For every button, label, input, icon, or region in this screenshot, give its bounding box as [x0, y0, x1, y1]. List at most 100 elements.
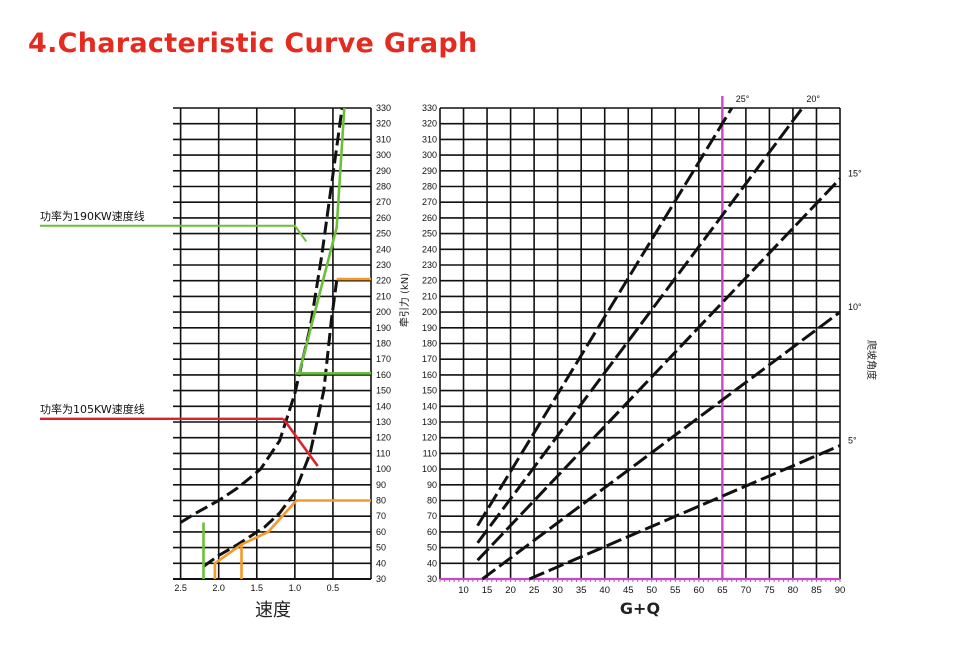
y-tick-label: 320: [376, 119, 391, 129]
marker-line-red: [282, 418, 319, 467]
y-tick-label: 300: [376, 150, 391, 160]
y-tick-label: 290: [422, 166, 437, 176]
x-tick-label: 60: [694, 585, 705, 596]
x-axis-title: 速度: [255, 600, 291, 621]
x-tick-label: 40: [599, 585, 610, 596]
y-tick-label: 260: [422, 213, 437, 223]
y-tick-label: 190: [376, 323, 391, 333]
grade-line: [528, 444, 841, 581]
y-tick-label: 270: [376, 197, 391, 207]
grade-line: [476, 177, 842, 562]
x-axis-title: G+Q: [620, 599, 660, 618]
traction-curve: [179, 107, 344, 524]
y-tick-label: 280: [376, 182, 391, 192]
y-tick-label: 90: [427, 480, 437, 490]
y-tick-label: 50: [427, 543, 437, 553]
y-tick-label: 200: [376, 307, 391, 317]
y-tick-label: 300: [422, 150, 437, 160]
power-annotation: 功率为105KW速度线: [40, 402, 145, 416]
y-tick-label: 240: [422, 244, 437, 254]
x-tick-label: 30: [552, 585, 563, 596]
y-tick-label: 140: [376, 401, 391, 411]
x-tick-label: 75: [764, 585, 775, 596]
annotation-leader-190kw: [40, 224, 308, 243]
y-tick-label: 180: [376, 339, 391, 349]
x-tick-label: 2.5: [174, 583, 187, 593]
y-axis-title: 爬坡角度: [865, 340, 878, 380]
series-label: 10°: [848, 302, 862, 312]
y-tick-label: 100: [376, 464, 391, 474]
load-traction-chart: 30 40 50 60 70 80 90 100 110 120 130 140 150 160 170 18…: [422, 94, 878, 618]
traction-curve: [202, 280, 339, 568]
series-label: 20°: [806, 94, 820, 104]
y-tick-label: 280: [422, 182, 437, 192]
x-tick-label: 2.0: [212, 583, 225, 593]
y-tick-label: 330: [376, 103, 391, 113]
y-tick-label: 80: [427, 496, 437, 506]
y-tick-label: 150: [422, 386, 437, 396]
x-tick-label: 80: [788, 585, 799, 596]
grade-line: [476, 107, 734, 527]
y-tick-label: 210: [376, 291, 391, 301]
y-tick-label: 70: [376, 511, 386, 521]
marker-line-green: [297, 107, 346, 376]
y-tick-label: 160: [422, 370, 437, 380]
grade-line: [476, 107, 804, 544]
y-tick-label: 50: [376, 543, 386, 553]
y-tick-label: 150: [376, 386, 391, 396]
y-tick-label: 110: [423, 448, 437, 458]
y-tick-label: 100: [422, 464, 437, 474]
y-tick-label: 90: [376, 480, 386, 490]
y-tick-label: 210: [422, 291, 437, 301]
y-tick-label: 170: [422, 354, 437, 364]
grade-line: [481, 310, 841, 581]
y-tick-label: 250: [376, 229, 391, 239]
y-tick-label: 290: [376, 166, 391, 176]
y-tick-label: 130: [376, 417, 391, 427]
x-tick-label: 70: [741, 585, 752, 596]
y-tick-label: 180: [422, 339, 437, 349]
y-tick-label: 200: [422, 307, 437, 317]
x-tick-label: 15: [482, 585, 493, 596]
x-tick-label: 50: [646, 585, 657, 596]
x-tick-label: 55: [670, 585, 681, 596]
page-title: 4.Characteristic Curve Graph: [28, 28, 478, 59]
y-tick-label: 160: [376, 370, 391, 380]
y-axis-title: 牵引力 (kN): [398, 273, 411, 327]
x-tick-label: 0.5: [327, 583, 340, 593]
series-label: 5°: [848, 436, 857, 446]
speed-traction-chart: 30 40 50 60 70 80 90 100 110 120 130 140 150 160 170 18…: [40, 103, 411, 621]
y-tick-label: 230: [376, 260, 391, 270]
y-tick-label: 40: [427, 558, 437, 568]
y-tick-label: 80: [376, 496, 386, 506]
x-tick-label: 20: [505, 585, 516, 596]
y-tick-label: 120: [422, 433, 437, 443]
y-tick-label: 250: [422, 229, 437, 239]
y-tick-label: 170: [376, 354, 391, 364]
y-tick-label: 230: [422, 260, 437, 270]
y-tick-label: 310: [376, 134, 391, 144]
y-tick-label: 270: [422, 197, 437, 207]
power-annotation: 功率为190KW速度线: [40, 209, 145, 223]
y-tick-label: 30: [376, 574, 386, 584]
x-tick-label: 35: [576, 585, 587, 596]
x-tick-label: 25: [529, 585, 540, 596]
x-tick-label: 10: [458, 585, 469, 596]
y-tick-label: 110: [376, 448, 390, 458]
y-tick-label: 60: [427, 527, 437, 537]
y-tick-label: 330: [422, 103, 437, 113]
y-tick-label: 70: [427, 511, 437, 521]
y-tick-label: 320: [422, 119, 437, 129]
series-label: 15°: [848, 169, 862, 179]
series-label: 25°: [736, 94, 750, 104]
x-tick-label: 45: [623, 585, 634, 596]
x-tick-label: 1.0: [289, 583, 302, 593]
y-tick-label: 260: [376, 213, 391, 223]
y-tick-label: 190: [422, 323, 437, 333]
y-tick-label: 310: [422, 134, 437, 144]
y-tick-label: 240: [376, 244, 391, 254]
y-tick-label: 220: [376, 276, 391, 286]
y-tick-label: 130: [422, 417, 437, 427]
y-tick-label: 140: [422, 401, 437, 411]
